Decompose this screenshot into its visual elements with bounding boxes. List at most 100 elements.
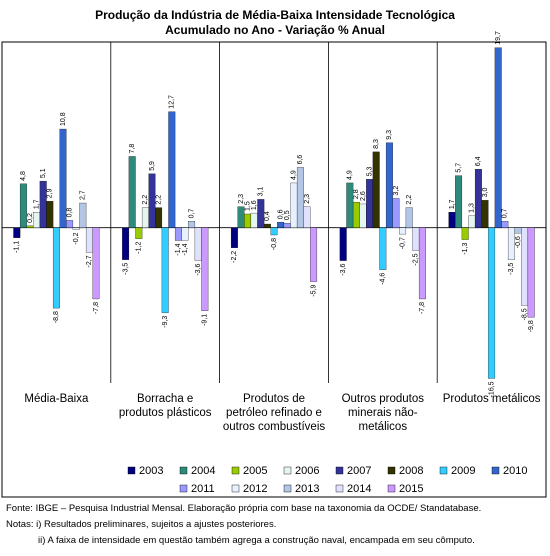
legend-swatch: [439, 466, 448, 475]
value-label: -3,6: [340, 263, 347, 275]
value-label: 4,8: [20, 171, 27, 181]
value-label: -3,5: [508, 263, 515, 275]
chart-subtitle: Acumulado no Ano - Variação % Anual: [165, 23, 385, 37]
bar: [399, 227, 407, 235]
bar: [290, 182, 298, 228]
bar: [19, 183, 27, 228]
bar: [283, 222, 291, 228]
value-label: 8,3: [373, 139, 380, 149]
legend-label: 2003: [139, 465, 163, 477]
value-label: 5,1: [40, 168, 47, 178]
bar: [13, 227, 21, 238]
legend-swatch: [231, 484, 240, 493]
value-label: 2,3: [304, 194, 311, 204]
value-label: 12,7: [169, 95, 176, 109]
bar: [26, 225, 34, 228]
value-label: 1,5: [244, 201, 251, 211]
bar: [339, 227, 347, 261]
bar: [481, 200, 489, 228]
legend-swatch: [283, 484, 292, 493]
value-label: 0,4: [264, 211, 271, 221]
bar: [33, 212, 41, 228]
value-label: 0,5: [284, 210, 291, 220]
value-label: -16,5: [488, 381, 495, 397]
legend-label: 2010: [503, 465, 527, 477]
bar: [46, 201, 54, 228]
bar: [52, 227, 60, 309]
legend-swatch: [127, 466, 136, 475]
legend-label: 2004: [191, 465, 215, 477]
value-label: 2,9: [47, 188, 54, 198]
bar: [366, 179, 374, 228]
value-label: -8,8: [53, 311, 60, 323]
legend-label: 2012: [243, 483, 267, 495]
bar: [174, 227, 182, 241]
value-label: 2,7: [80, 190, 87, 200]
bar: [66, 220, 74, 228]
value-label: 6,4: [475, 156, 482, 166]
value-label: -1,4: [182, 243, 189, 255]
value-label: -4,6: [380, 273, 387, 285]
bar: [122, 227, 130, 260]
value-label: -0,8: [271, 238, 278, 250]
bar: [448, 212, 456, 228]
bar: [188, 221, 196, 228]
bar: [155, 207, 163, 228]
value-label: -1,1: [14, 241, 21, 253]
bar: [418, 227, 426, 300]
bar: [59, 128, 67, 228]
value-label: 0,8: [66, 208, 73, 218]
bar: [92, 227, 100, 300]
bar: [250, 212, 258, 228]
x-tick-label: Produtos metálicos: [442, 393, 541, 405]
value-label: -2,7: [86, 255, 93, 267]
bar: [244, 213, 252, 228]
bar: [455, 175, 463, 228]
bar: [521, 227, 529, 306]
legend-label: 2009: [451, 465, 475, 477]
legend-label: 2015: [399, 483, 423, 495]
bar: [257, 199, 265, 228]
bar: [161, 227, 169, 313]
value-label: 1,6: [251, 200, 258, 210]
value-label: -9,1: [202, 314, 209, 326]
bar: [346, 182, 354, 228]
value-label: 0,6: [277, 209, 284, 219]
legend-label: 2013: [295, 483, 319, 495]
value-label: 2,8: [353, 189, 360, 199]
legend-swatch: [387, 466, 396, 475]
value-label: 3,2: [393, 186, 400, 196]
value-label: 10,8: [60, 112, 67, 126]
value-label: 4,9: [347, 170, 354, 180]
value-label: 3,1: [258, 187, 265, 197]
value-label: -7,8: [419, 302, 426, 314]
value-label: 0,7: [502, 208, 509, 218]
bar: [141, 207, 149, 228]
value-label: 5,9: [149, 161, 156, 171]
bar: [270, 227, 278, 236]
bar: [194, 227, 202, 261]
legend-swatch: [335, 484, 344, 493]
value-label: -2,5: [413, 253, 420, 265]
value-label: -0,7: [399, 237, 406, 249]
value-label: 5,3: [366, 166, 373, 176]
legend-label: 2005: [243, 465, 267, 477]
bar: [372, 151, 380, 228]
bar: [352, 201, 360, 228]
value-label: -8,5: [521, 308, 528, 320]
bar: [392, 198, 400, 228]
note: ii) A faixa de intensidade em questão ta…: [38, 535, 475, 546]
bar: [488, 227, 496, 379]
value-label: 4,9: [291, 170, 298, 180]
bar: [379, 227, 387, 270]
legend-label: 2007: [347, 465, 371, 477]
bar: [230, 227, 238, 248]
value-label: -9,3: [162, 316, 169, 328]
bar: [461, 227, 469, 240]
legend-swatch: [179, 484, 188, 493]
bar: [412, 227, 420, 251]
value-label: -7,8: [93, 302, 100, 314]
value-label: 9,3: [386, 130, 393, 140]
